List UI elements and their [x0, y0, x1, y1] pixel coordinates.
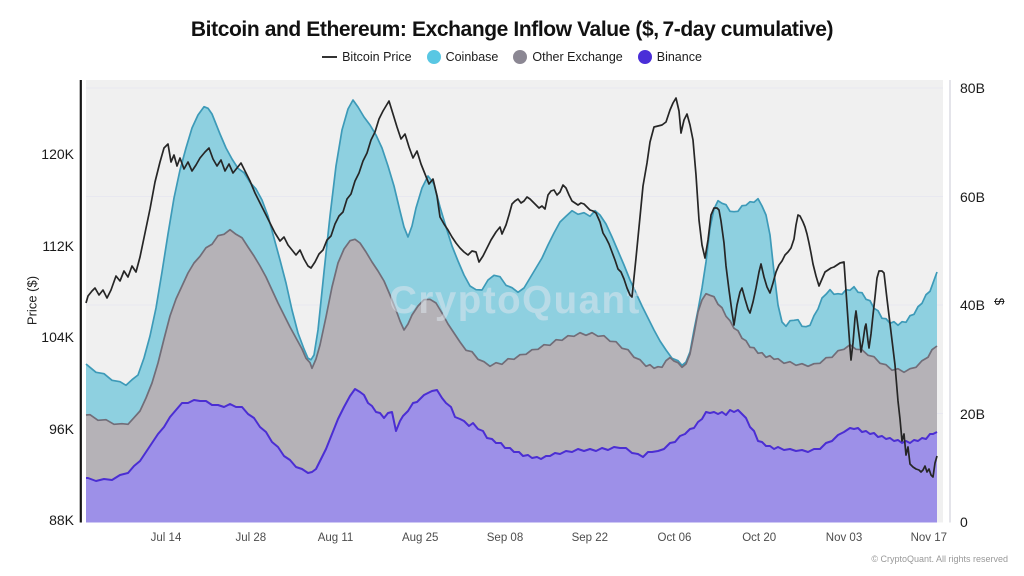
svg-text:CryptoQuant: CryptoQuant	[389, 279, 641, 322]
